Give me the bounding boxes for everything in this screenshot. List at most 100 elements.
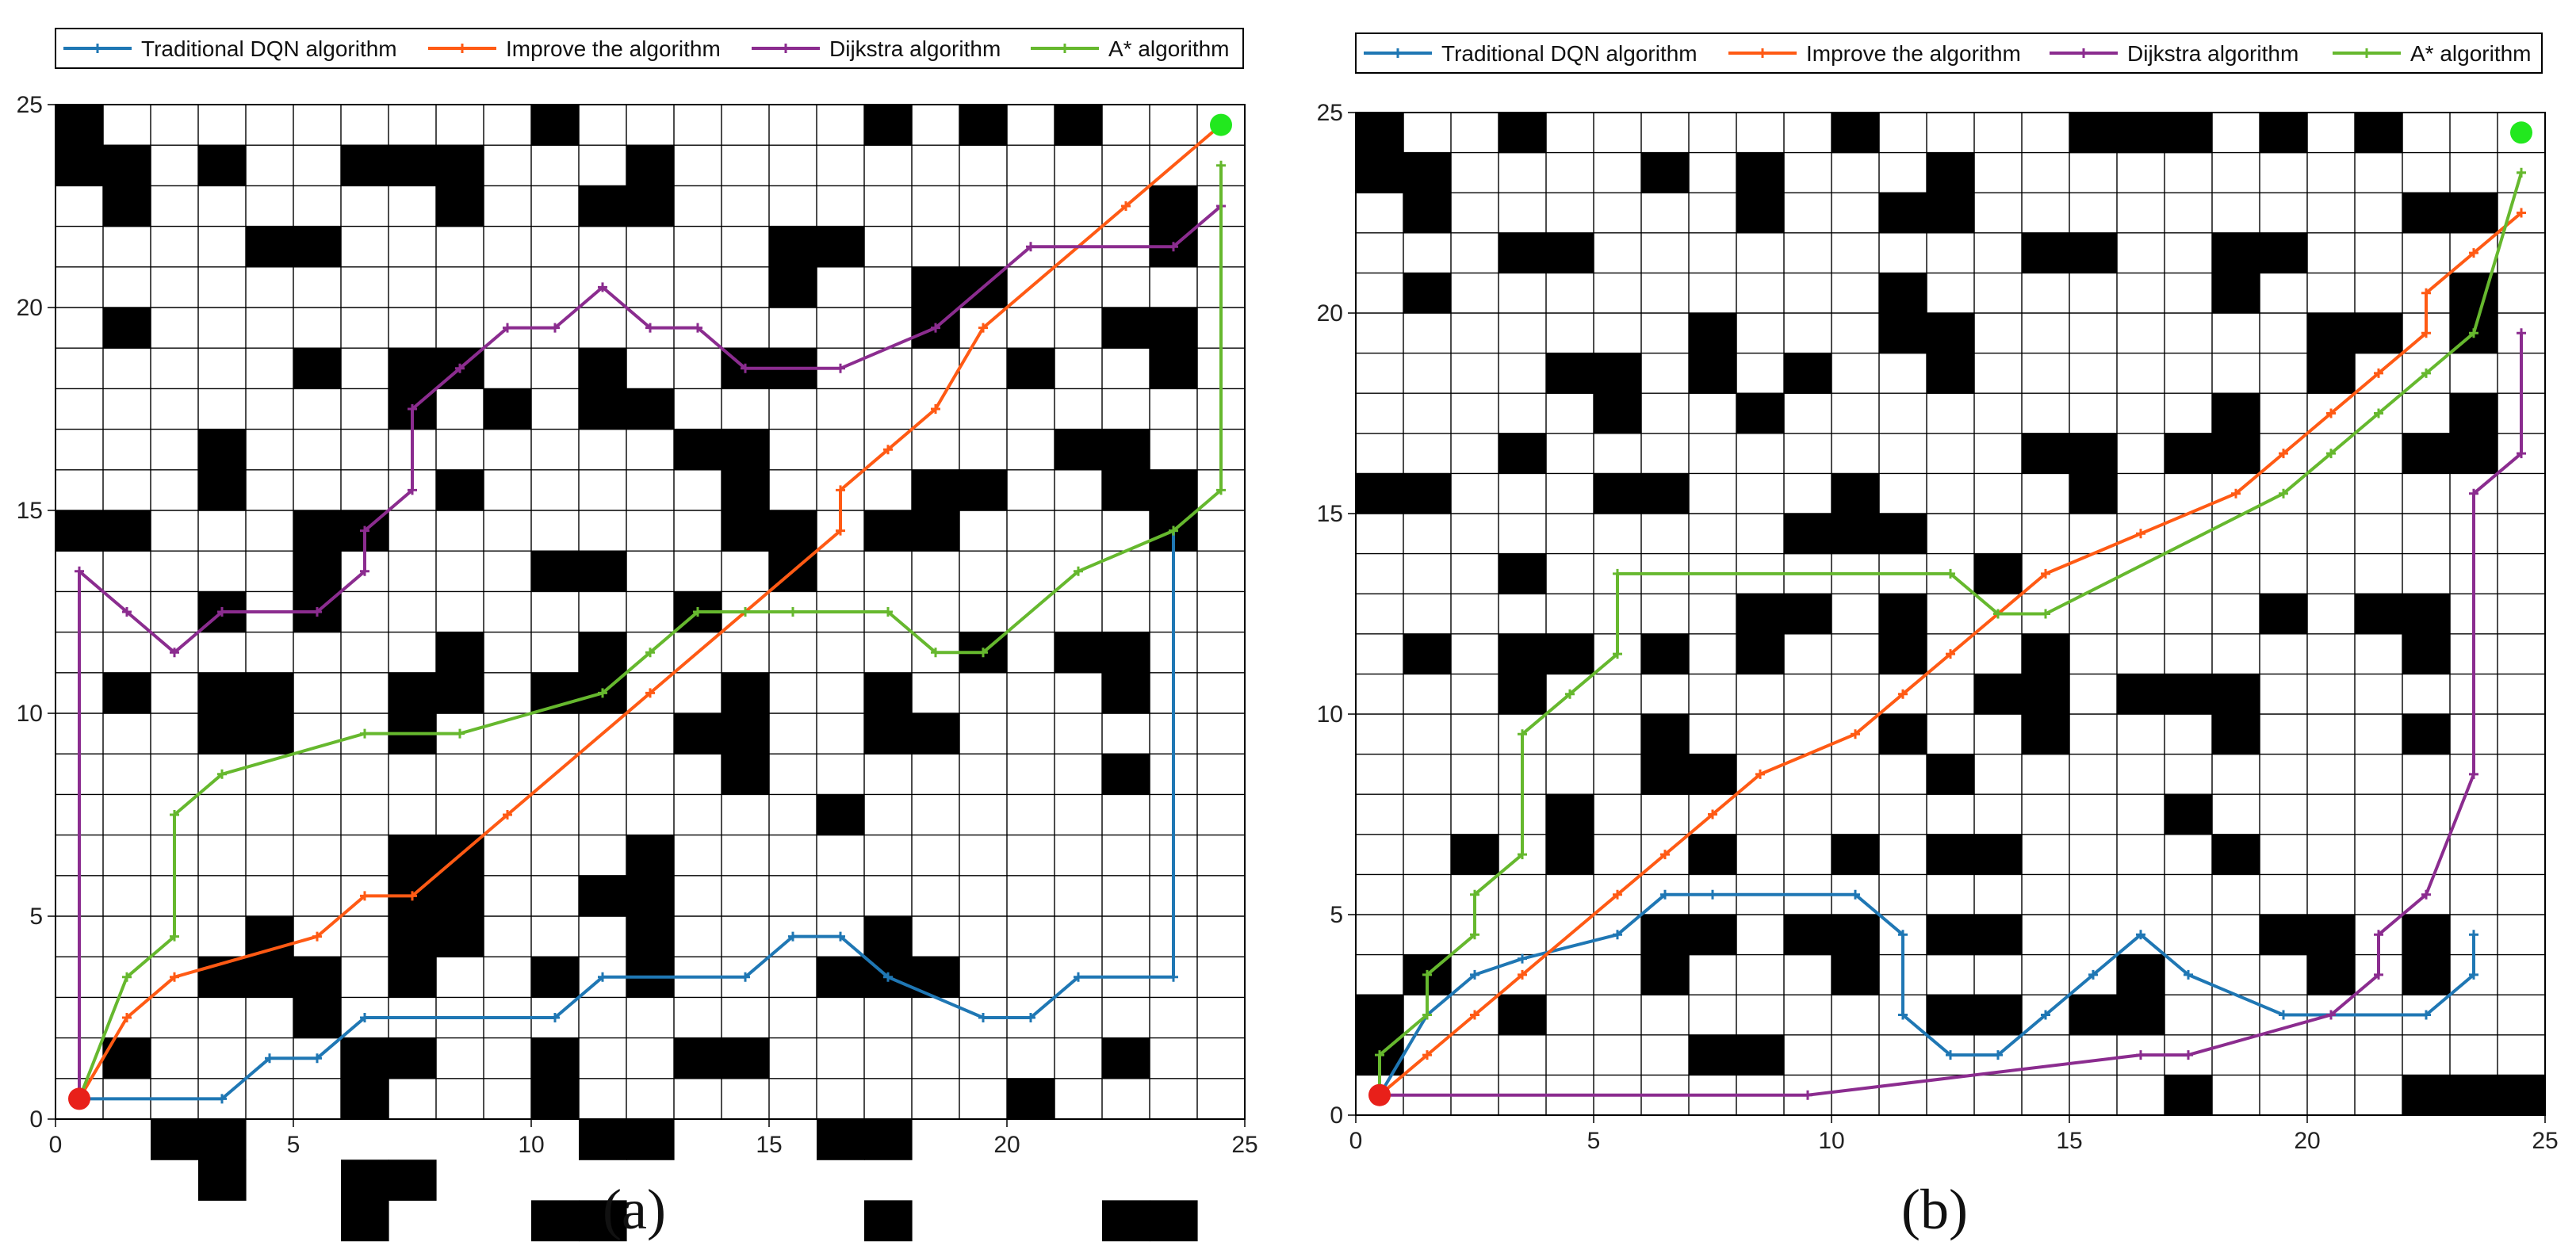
obstacle-cell <box>246 713 294 755</box>
obstacle-cell <box>769 510 817 552</box>
obstacle-cell <box>341 145 389 186</box>
series-point-dijkstra <box>2469 488 2478 499</box>
series-point-improved <box>1613 889 1622 900</box>
obstacle-cell <box>2307 353 2356 394</box>
obstacle-cell <box>198 429 247 471</box>
obstacle-cell <box>626 835 675 877</box>
obstacle-cell <box>2165 433 2213 474</box>
obstacle-cell <box>1784 514 1832 555</box>
obstacle-cell <box>1546 794 1594 835</box>
series-point-traditional <box>2088 969 2098 980</box>
y-tick-label: 5 <box>1330 902 1343 928</box>
obstacle-cell <box>436 185 484 227</box>
series-point-traditional <box>1518 953 1527 964</box>
series-point-dijkstra <box>360 566 369 576</box>
obstacle-cell <box>2260 594 2308 635</box>
obstacle-cell <box>1689 313 1737 354</box>
obstacle-cell <box>1451 834 1499 875</box>
obstacle-cell <box>341 1160 389 1201</box>
series-point-improved <box>2469 248 2478 258</box>
obstacle-cell <box>1102 1037 1150 1079</box>
series-point-dijkstra <box>170 648 179 658</box>
y-tick-label: 0 <box>29 1106 43 1133</box>
obstacle-cell <box>769 226 817 268</box>
obstacle-cell <box>2402 954 2451 995</box>
series-point-traditional <box>978 1013 988 1022</box>
series-point-astar <box>360 728 369 739</box>
series-point-improved <box>122 1013 132 1022</box>
obstacle-cell <box>959 105 1008 146</box>
series-point-astar <box>455 728 465 739</box>
obstacle-cell <box>579 388 627 430</box>
obstacle-cell <box>579 348 627 389</box>
x-tick-label: 15 <box>756 1132 782 1158</box>
series-point-traditional <box>1898 930 1908 940</box>
obstacle-cell <box>103 510 151 552</box>
legend-box <box>55 28 1244 69</box>
obstacle-cell <box>674 429 722 471</box>
obstacle-cell <box>579 1200 627 1242</box>
obstacle-cell <box>1927 193 1975 234</box>
series-point-traditional <box>2469 930 2478 940</box>
obstacle-cell <box>1499 433 1547 474</box>
y-tick-label: 5 <box>29 904 43 930</box>
obstacle-cell <box>1055 429 1103 471</box>
obstacle-cell <box>1150 469 1198 511</box>
series-point-improved <box>645 688 655 698</box>
obstacle-cell <box>1879 633 1927 674</box>
obstacle-cell <box>246 226 294 268</box>
obstacle-cell <box>246 672 294 714</box>
series-point-dijkstra <box>550 323 560 333</box>
obstacle-cell <box>722 510 770 552</box>
legend-marker-improved <box>457 44 467 53</box>
series-point-improved <box>2041 568 2050 579</box>
obstacle-cell <box>864 105 913 146</box>
obstacle-cell <box>626 185 675 227</box>
y-tick-label: 25 <box>17 92 43 118</box>
series-point-dijkstra <box>598 282 607 292</box>
series-point-traditional <box>550 1013 560 1022</box>
series-point-improved <box>1755 769 1765 779</box>
obstacle-cell <box>2260 915 2308 956</box>
obstacle-cell <box>579 185 627 227</box>
obstacle-cell <box>2165 113 2213 154</box>
axis-ticks: 0 5 10 15 20 25 0 5 10 15 20 25 <box>17 92 1258 1158</box>
legend-marker-traditional <box>93 44 102 53</box>
obstacle-cell <box>1055 105 1103 146</box>
series-point-astar <box>1613 568 1622 579</box>
series-point-astar <box>170 931 179 942</box>
obstacle-cell <box>1007 1078 1055 1120</box>
series-point-traditional <box>2469 969 2478 980</box>
obstacle-cell <box>1150 185 1198 227</box>
obstacle-cell <box>912 510 960 552</box>
series-point-improved <box>2421 328 2431 338</box>
x-tick-label: 10 <box>1818 1128 1844 1154</box>
obstacle-cell <box>1641 633 1690 674</box>
obstacle-cell <box>2260 113 2308 154</box>
obstacle-cell <box>1594 353 1642 394</box>
series-point-dijkstra <box>312 607 322 617</box>
obstacle-cell <box>531 105 580 146</box>
series-point-astar <box>1993 609 2003 619</box>
series-point-astar <box>217 769 227 779</box>
obstacle-cell <box>56 105 104 146</box>
obstacle-cell <box>293 551 342 592</box>
series-point-traditional <box>1946 1050 1955 1060</box>
series-point-dijkstra <box>360 525 369 536</box>
series-point-traditional <box>2041 1010 2050 1020</box>
obstacle-cell <box>1546 834 1594 875</box>
series-point-improved <box>1946 649 1955 659</box>
obstacle-cell <box>2069 232 2118 273</box>
legend-marker-traditional <box>1393 48 1403 58</box>
series-point-improved <box>408 891 417 901</box>
obstacle-cell <box>103 185 151 227</box>
obstacle-cell <box>2402 433 2451 474</box>
obstacle-cell <box>722 672 770 714</box>
series-point-traditional <box>1898 1010 1908 1020</box>
obstacle-cell <box>626 1119 675 1160</box>
series-point-dijkstra <box>1026 242 1035 252</box>
series-point-dijkstra <box>2136 1050 2145 1060</box>
series-point-astar <box>978 648 988 658</box>
obstacle-cell <box>1102 754 1150 795</box>
y-tick-label: 25 <box>1317 100 1343 126</box>
